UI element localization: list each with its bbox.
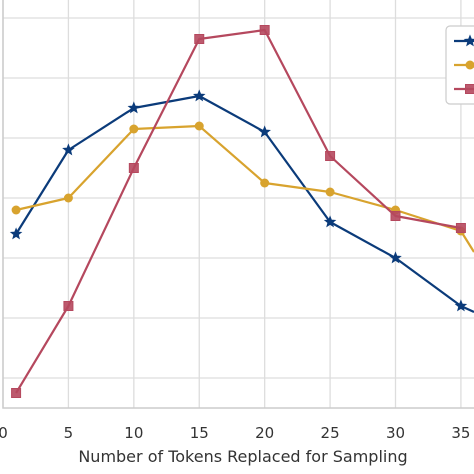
data-point-circle-25: [325, 187, 335, 197]
data-point-circle-20: [260, 178, 270, 188]
x-axis-label: Number of Tokens Replaced for Sampling: [78, 447, 407, 466]
x-tick-label-20: 20: [255, 424, 274, 442]
legend-marker-circle: [465, 60, 474, 70]
data-point-square-20: [259, 25, 270, 35]
x-tick-label-10: 10: [124, 424, 143, 442]
x-tick-label-0: 0: [0, 424, 8, 442]
series-line-star: [15, 94, 474, 313]
series-star: [9, 89, 474, 313]
data-point-circle-1: [11, 205, 21, 215]
data-point-square-5: [63, 301, 74, 311]
data-point-star-20: [258, 125, 271, 138]
data-point-star-30: [389, 251, 402, 264]
data-point-circle-10: [129, 124, 139, 134]
x-tick-label-5: 5: [64, 424, 74, 442]
legend: [445, 25, 474, 105]
x-tick-label-25: 25: [321, 424, 340, 442]
data-point-square-1: [11, 388, 22, 398]
x-tick-label-15: 15: [190, 424, 209, 442]
grid: [2, 0, 474, 408]
data-point-circle-15: [194, 121, 204, 131]
legend-marker-square: [465, 84, 474, 94]
data-point-square-15: [194, 34, 205, 44]
x-tick-label-30: 30: [386, 424, 405, 442]
series-line-circle: [15, 124, 474, 253]
series-layer: [9, 25, 474, 398]
data-point-star-5: [62, 143, 75, 156]
data-point-square-25: [325, 151, 336, 161]
series-line-square: [15, 28, 462, 394]
plot-frame: [2, 0, 474, 409]
data-point-circle-5: [63, 193, 73, 203]
data-point-star-35: [454, 299, 468, 312]
data-point-square-35: [455, 223, 466, 233]
data-point-square-30: [390, 211, 401, 221]
data-point-star-15: [192, 89, 206, 102]
series-square: [11, 25, 466, 398]
data-point-square-10: [128, 163, 139, 173]
x-tick-label-35: 35: [451, 424, 470, 442]
x-tick-labels: 0 5 10 15 20 25 30 35: [0, 424, 470, 442]
data-point-star-25: [323, 215, 337, 228]
data-point-star-1: [9, 227, 23, 240]
data-point-star-10: [127, 101, 141, 114]
